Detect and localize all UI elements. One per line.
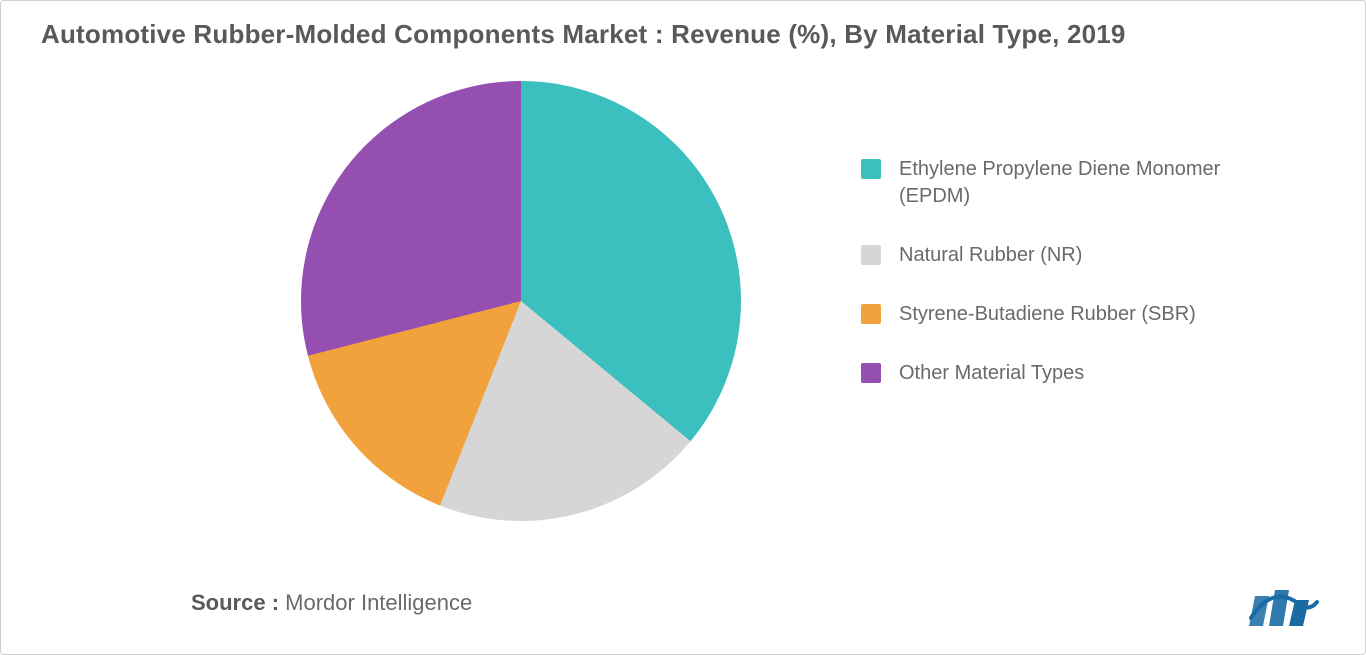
legend-item: Natural Rubber (NR) [861,242,1291,269]
legend: Ethylene Propylene Diene Monomer (EPDM) N… [861,156,1291,419]
source-label: Source : [191,590,279,615]
brand-logo [1245,582,1321,630]
legend-label: Other Material Types [899,360,1084,387]
chart-frame: Automotive Rubber-Molded Components Mark… [0,0,1366,655]
legend-item: Ethylene Propylene Diene Monomer (EPDM) [861,156,1291,210]
legend-swatch [861,159,881,179]
legend-item: Other Material Types [861,360,1291,387]
legend-label: Styrene-Butadiene Rubber (SBR) [899,301,1196,328]
legend-label: Ethylene Propylene Diene Monomer (EPDM) [899,156,1259,210]
source-line: Source : Mordor Intelligence [191,590,472,616]
legend-label: Natural Rubber (NR) [899,242,1082,269]
legend-swatch [861,245,881,265]
source-name: Mordor Intelligence [285,590,472,615]
legend-swatch [861,304,881,324]
pie-graphic [301,81,741,521]
chart-title: Automotive Rubber-Molded Components Mark… [41,19,1325,50]
legend-swatch [861,363,881,383]
pie-chart [301,81,741,521]
legend-item: Styrene-Butadiene Rubber (SBR) [861,301,1291,328]
